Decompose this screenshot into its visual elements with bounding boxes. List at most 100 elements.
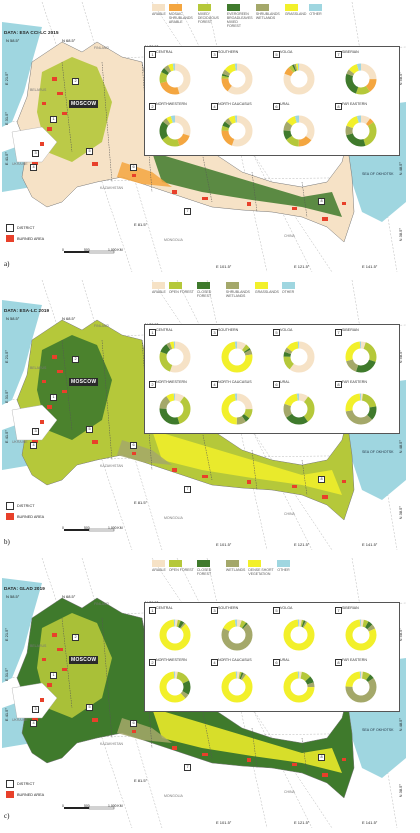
district-donut-chart xyxy=(159,341,191,373)
donut-slice xyxy=(345,341,377,373)
burned-spot xyxy=(40,420,44,424)
donut-slice xyxy=(345,63,377,95)
donut-slice xyxy=(283,671,315,703)
donut-slice xyxy=(221,619,253,651)
country-label: MONGOLIA xyxy=(164,516,183,520)
coord-label: N 58.5° xyxy=(6,316,20,321)
coord-label: E 31.5° xyxy=(4,112,9,126)
scale-bar: 0 500 1,000 KM xyxy=(62,242,123,254)
baltic-sea xyxy=(2,22,42,127)
map-district-number: 6 xyxy=(130,442,137,449)
district-donut-box: 1 CENTRAL xyxy=(149,328,205,377)
coord-label: N 58.5° xyxy=(6,38,20,43)
map-key: DISTRICT BURNED AREA xyxy=(6,780,44,801)
district-donut-chart xyxy=(159,671,191,703)
burned-spot xyxy=(40,142,44,146)
district-name: URAL xyxy=(280,102,290,106)
key-district-label: DISTRICT xyxy=(17,504,35,508)
donut-slice xyxy=(221,341,253,373)
coord-label: N 48.5° xyxy=(398,718,403,732)
district-number: 4 xyxy=(211,103,218,110)
legend-item: ARABLE xyxy=(152,560,166,576)
burned-spot xyxy=(322,495,328,499)
burned-spot xyxy=(32,440,38,443)
donut-slice xyxy=(345,341,377,373)
key-district-box xyxy=(6,780,14,788)
map-district-number: 3 xyxy=(32,706,39,713)
map-district-number: 7 xyxy=(184,486,191,493)
district-number: 4 xyxy=(211,381,218,388)
coord-label: E 101.5° xyxy=(216,264,232,269)
country-label: CHINA xyxy=(284,790,295,794)
district-name: FAR EASTERN xyxy=(342,658,367,662)
district-name: VOLGA xyxy=(280,328,293,332)
district-donut-box: 6 URAL xyxy=(273,102,329,151)
key-burned-swatch xyxy=(6,791,14,798)
coord-label: E 21.5° xyxy=(4,72,9,86)
legend-swatch xyxy=(248,560,262,567)
legend-label: MIXED DECIDUOUS FOREST xyxy=(197,12,219,24)
legend-swatch xyxy=(226,4,240,11)
legend-label: ARABLE xyxy=(152,290,166,294)
scale-bar: 0 500 1,000 KM xyxy=(62,798,123,810)
legend-item: DENSE SHORT VEGETATION xyxy=(248,560,274,576)
key-district: DISTRICT xyxy=(6,224,44,232)
donut-slice xyxy=(159,341,191,373)
legend-label: SHRUBLANDS WETLANDS xyxy=(255,12,280,20)
scale-label: 1,000 KM xyxy=(108,804,123,808)
map-district-number: 7 xyxy=(184,764,191,771)
map-district-number: 4 xyxy=(30,720,37,727)
coord-label: E 31.5° xyxy=(4,390,9,404)
ukraine-region xyxy=(11,126,58,163)
key-district: DISTRICT xyxy=(6,502,44,510)
legend-item: OTHER xyxy=(277,560,291,576)
district-name: VOLGA xyxy=(280,50,293,54)
legend-label: CLOSED FOREST xyxy=(196,290,212,298)
district-donut-box: 3 SOUTHERN xyxy=(211,606,267,655)
burned-areas xyxy=(32,355,346,499)
legend-swatch xyxy=(168,282,182,289)
siberia-landcover xyxy=(152,430,342,495)
legend-item: GRASSLAND xyxy=(284,4,306,28)
map-panel: DATA: ESA CCI-LC 2015 ARABLE MOSAIC SHRUBL… xyxy=(2,2,406,272)
legend-swatch xyxy=(197,4,211,11)
legend-swatch xyxy=(254,282,268,289)
burned-spot xyxy=(57,648,63,651)
district-number: 7 xyxy=(335,51,342,58)
district-donut-chart xyxy=(345,63,377,95)
key-burned: BURNED AREA xyxy=(6,791,44,798)
district-name: SIBERIAN xyxy=(342,50,359,54)
district-name: FAR EASTERN xyxy=(342,380,367,384)
legend-swatch xyxy=(309,4,323,11)
donut-slice xyxy=(283,115,315,147)
donut-slice xyxy=(283,671,315,703)
legend-item: SHRUBLANDS WETLANDS xyxy=(255,4,282,28)
district-donut-box: 5 VOLGA xyxy=(273,328,329,377)
land-cover-legend: ARABLE MOSAIC SHRUBLANDS ARABLE MIXED DECI… xyxy=(152,4,325,28)
key-burned-swatch xyxy=(6,513,14,520)
district-name: NORTH CAUCASUS xyxy=(218,380,252,384)
key-district-box xyxy=(6,224,14,232)
legend-label: CLOSED FOREST xyxy=(196,568,212,576)
district-donut-box: 4 NORTH CAUCASUS xyxy=(211,380,267,429)
burned-spot xyxy=(322,217,328,221)
scale-bar-graphic xyxy=(64,528,115,532)
district-donut-box: 1 CENTRAL xyxy=(149,606,205,655)
donut-slice xyxy=(345,619,377,651)
district-number: 1 xyxy=(149,51,156,58)
european-russia-landcover xyxy=(37,335,112,440)
burned-spot xyxy=(57,370,63,373)
donut-slice xyxy=(345,671,377,703)
district-number: 8 xyxy=(335,659,342,666)
sea-label: SEA OF OKHOTSK xyxy=(362,172,394,176)
legend-label: OPEN FOREST xyxy=(168,290,194,294)
country-label: UKRAINE xyxy=(12,440,28,444)
district-number: 7 xyxy=(335,329,342,336)
donut-slice xyxy=(159,671,191,703)
district-name: NORTH CAUCASUS xyxy=(218,102,252,106)
coord-label: N 68.5° xyxy=(62,38,76,43)
donut-slice xyxy=(283,393,315,425)
country-label: KAZAKHSTAN xyxy=(100,186,124,190)
coord-label: E 121.5° xyxy=(294,820,310,825)
sea-label: SEA OF OKHOTSK xyxy=(362,450,394,454)
